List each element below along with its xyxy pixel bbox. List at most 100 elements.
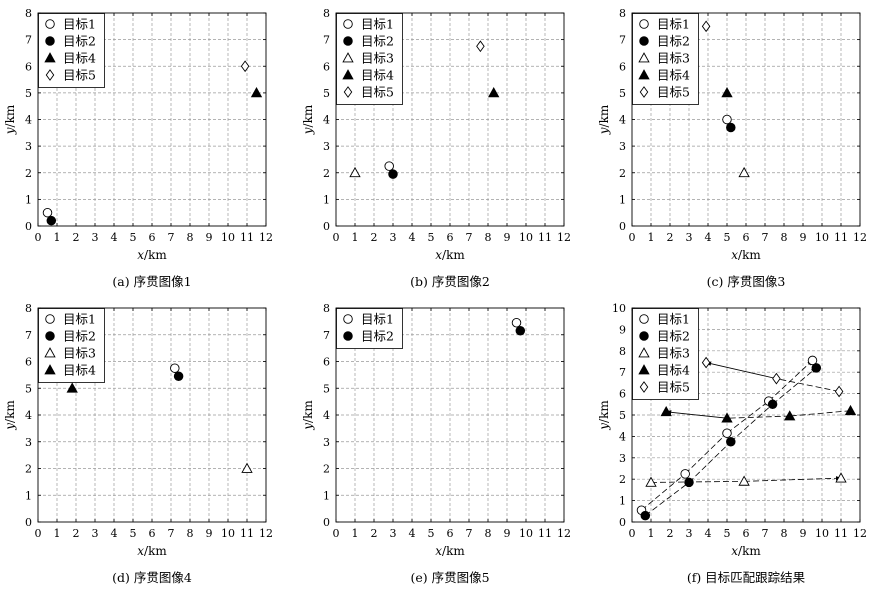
legend-label: 目标5	[361, 85, 394, 100]
legend-label: 目标4	[657, 68, 690, 83]
x-tick-label: 4	[111, 527, 118, 540]
y-tick-label: 3	[619, 140, 626, 153]
y-tick-label: 7	[25, 329, 32, 342]
x-tick-label: 6	[743, 231, 750, 244]
x-tick-label: 5	[130, 527, 137, 540]
legend: 目标1 目标2 目标3 目标4 目标5	[336, 13, 403, 105]
y-tick-label: 1	[25, 489, 32, 502]
x-tick-label: 4	[705, 527, 712, 540]
x-tick-label: 12	[259, 231, 273, 244]
data-point-series-3	[738, 475, 750, 486]
x-tick-label: 10	[519, 231, 533, 244]
x-tick-label: 9	[504, 527, 511, 540]
data-point-series-2	[173, 371, 184, 381]
legend-marker-series-2	[45, 36, 55, 46]
x-tick-label: 0	[333, 527, 340, 540]
x-tick-label: 12	[557, 231, 571, 244]
data-point-series-5	[834, 385, 844, 398]
y-tick-label: 5	[25, 87, 32, 100]
data-point-series-2	[811, 363, 822, 373]
x-tick-label: 3	[92, 231, 99, 244]
legend-marker-series-2	[343, 36, 353, 46]
track-segment-series-4	[665, 410, 728, 419]
legend: 目标1 目标2 目标3 目标4 目标5	[632, 308, 699, 400]
legend-marker-series-3	[44, 347, 56, 358]
data-point-series-1	[722, 428, 732, 438]
x-tick-label: 12	[557, 527, 571, 540]
legend-marker-series-4	[44, 364, 56, 375]
data-point-series-1	[680, 469, 690, 479]
x-tick-label: 2	[667, 231, 674, 244]
y-tick-label: 6	[619, 388, 626, 401]
legend-label: 目标2	[361, 329, 394, 344]
legend: 目标1 目标2 目标3 目标4 目标5	[632, 13, 699, 105]
y-tick-label: 0	[619, 516, 626, 529]
x-tick-label: 8	[187, 231, 194, 244]
legend-marker-series-1	[343, 19, 353, 29]
legend-marker-series-1	[639, 19, 649, 29]
data-point-series-1	[511, 317, 522, 328]
track-segment-series-2	[645, 482, 690, 516]
y-tick-label: 6	[323, 356, 330, 369]
y-tick-label: 8	[25, 7, 32, 20]
data-point-series-1	[170, 363, 180, 373]
legend-marker-series-1	[343, 314, 353, 324]
track-segment-series-1	[684, 432, 728, 475]
y-tick-label: 3	[25, 140, 32, 153]
data-point-series-5	[476, 40, 485, 53]
data-point-series-5	[772, 372, 781, 385]
track-segment-series-1	[641, 473, 686, 511]
y-tick-label: 8	[619, 345, 626, 358]
data-point-series-2	[388, 169, 398, 179]
x-axis-label: x/km	[731, 248, 761, 262]
y-axis-label: y/km	[301, 104, 315, 135]
y-tick-label: 2	[619, 167, 626, 180]
y-tick-label: 4	[619, 114, 626, 127]
legend-label: 目标1	[657, 17, 690, 32]
track-segment-series-5	[705, 361, 777, 380]
x-tick-label: 5	[724, 231, 731, 244]
data-point-series-3	[645, 476, 657, 487]
data-point-series-2	[640, 510, 651, 521]
y-tick-label: 4	[25, 409, 32, 422]
y-tick-label: 0	[25, 220, 32, 233]
y-tick-label: 2	[323, 167, 330, 180]
data-point-series-2	[46, 215, 57, 226]
x-tick-label: 1	[352, 231, 359, 244]
y-tick-label: 4	[25, 114, 32, 127]
legend-label: 目标3	[657, 346, 690, 361]
y-tick-label: 3	[619, 452, 626, 465]
x-tick-label: 6	[149, 527, 156, 540]
x-tick-label: 1	[352, 527, 359, 540]
x-tick-label: 12	[259, 527, 273, 540]
panel-caption: (f) 目标匹配跟踪结果	[687, 570, 806, 585]
legend-label: 目标5	[657, 85, 690, 100]
y-tick-label: 5	[25, 382, 32, 395]
x-tick-label: 2	[371, 231, 378, 244]
x-tick-label: 5	[428, 527, 435, 540]
y-tick-label: 10	[612, 302, 626, 315]
panel-caption: (d) 序贯图像4	[112, 570, 192, 585]
x-tick-label: 7	[466, 231, 473, 244]
x-tick-label: 5	[428, 231, 435, 244]
x-tick-label: 7	[762, 527, 769, 540]
legend-marker-series-1	[45, 314, 55, 324]
x-tick-label: 11	[834, 527, 848, 540]
legend-label: 目标2	[657, 329, 690, 344]
y-tick-label: 3	[25, 436, 32, 449]
data-point-series-1	[807, 355, 818, 366]
x-tick-label: 6	[743, 527, 750, 540]
x-tick-label: 10	[815, 231, 829, 244]
data-point-series-2	[726, 122, 736, 133]
legend-marker-series-5	[343, 86, 353, 98]
y-tick-label: 4	[619, 430, 626, 443]
legend-marker-series-4	[638, 69, 650, 80]
y-tick-label: 6	[25, 60, 32, 73]
x-tick-label: 12	[853, 527, 867, 540]
x-axis-label: x/km	[435, 248, 465, 262]
x-tick-label: 8	[485, 527, 492, 540]
